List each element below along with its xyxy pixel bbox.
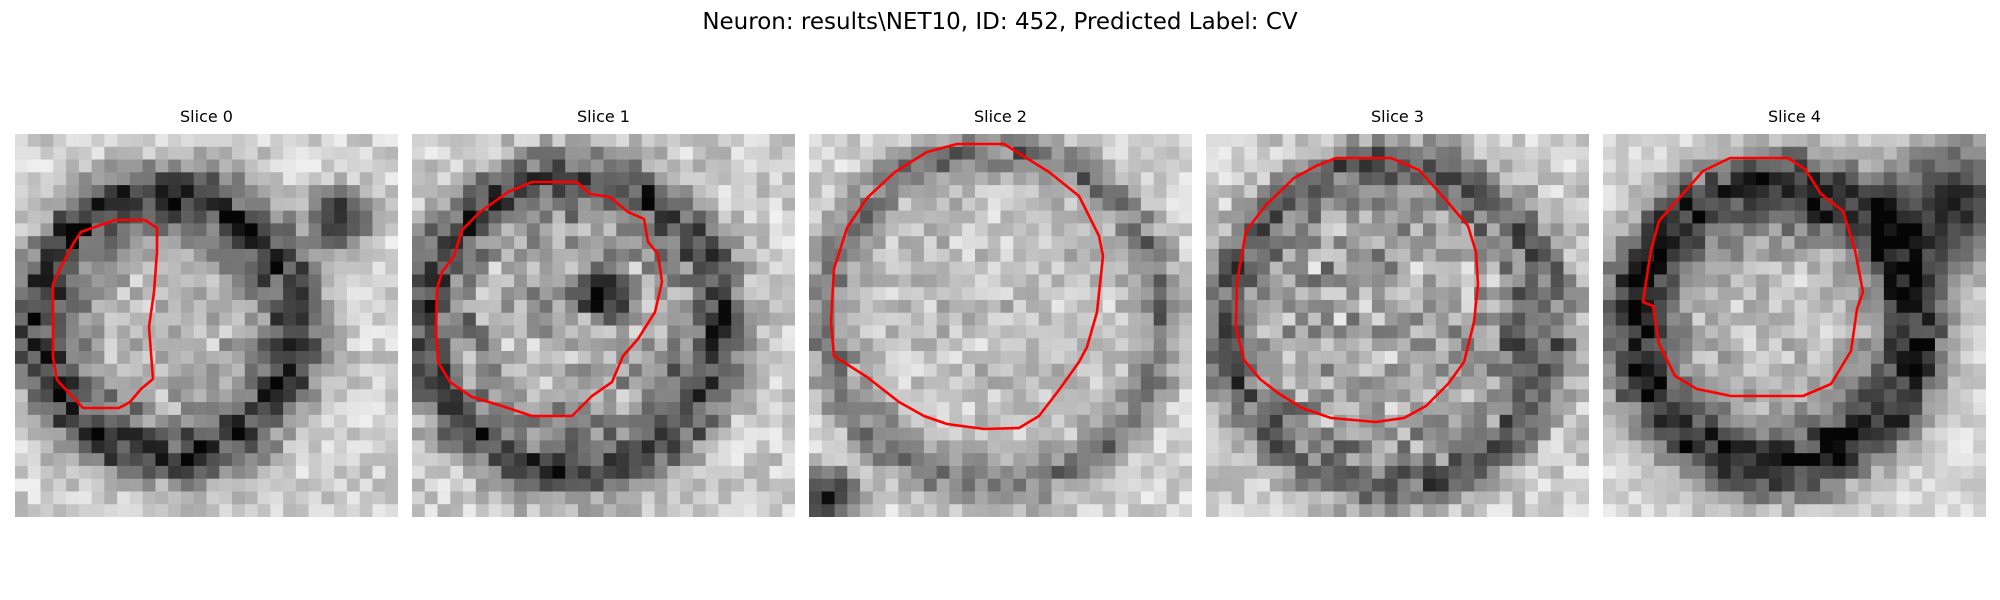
slice-panel-0: Slice 0 [15,106,398,517]
grayscale-pixels [15,134,398,517]
slice-title-1: Slice 1 [577,107,630,126]
slice-title-4: Slice 4 [1768,107,1821,126]
slice-image-0 [15,134,398,517]
slice-image-3 [1206,134,1589,517]
contour-line-1 [434,180,664,418]
slice-image-2 [809,134,1192,517]
grayscale-pixels [412,134,795,517]
slice-image-4 [1603,134,1986,517]
contour-line-0 [51,218,159,410]
contour-line-4 [1641,156,1865,398]
slice-panel-3: Slice 3 [1206,106,1589,517]
grayscale-pixels [1206,134,1589,517]
figure-title: Neuron: results\NET10, ID: 452, Predicte… [702,9,1298,35]
slice-panel-2: Slice 2 [809,106,1192,517]
slice-title-3: Slice 3 [1371,107,1424,126]
contour-line-2 [829,142,1105,431]
slice-image-1 [412,134,795,517]
slice-title-0: Slice 0 [180,107,233,126]
slice-panel-4: Slice 4 [1603,106,1986,517]
contour-line-3 [1234,156,1480,424]
grayscale-pixels [1603,134,1986,517]
slice-title-2: Slice 2 [974,107,1027,126]
grayscale-pixels [809,134,1192,517]
slice-panel-1: Slice 1 [412,106,795,517]
